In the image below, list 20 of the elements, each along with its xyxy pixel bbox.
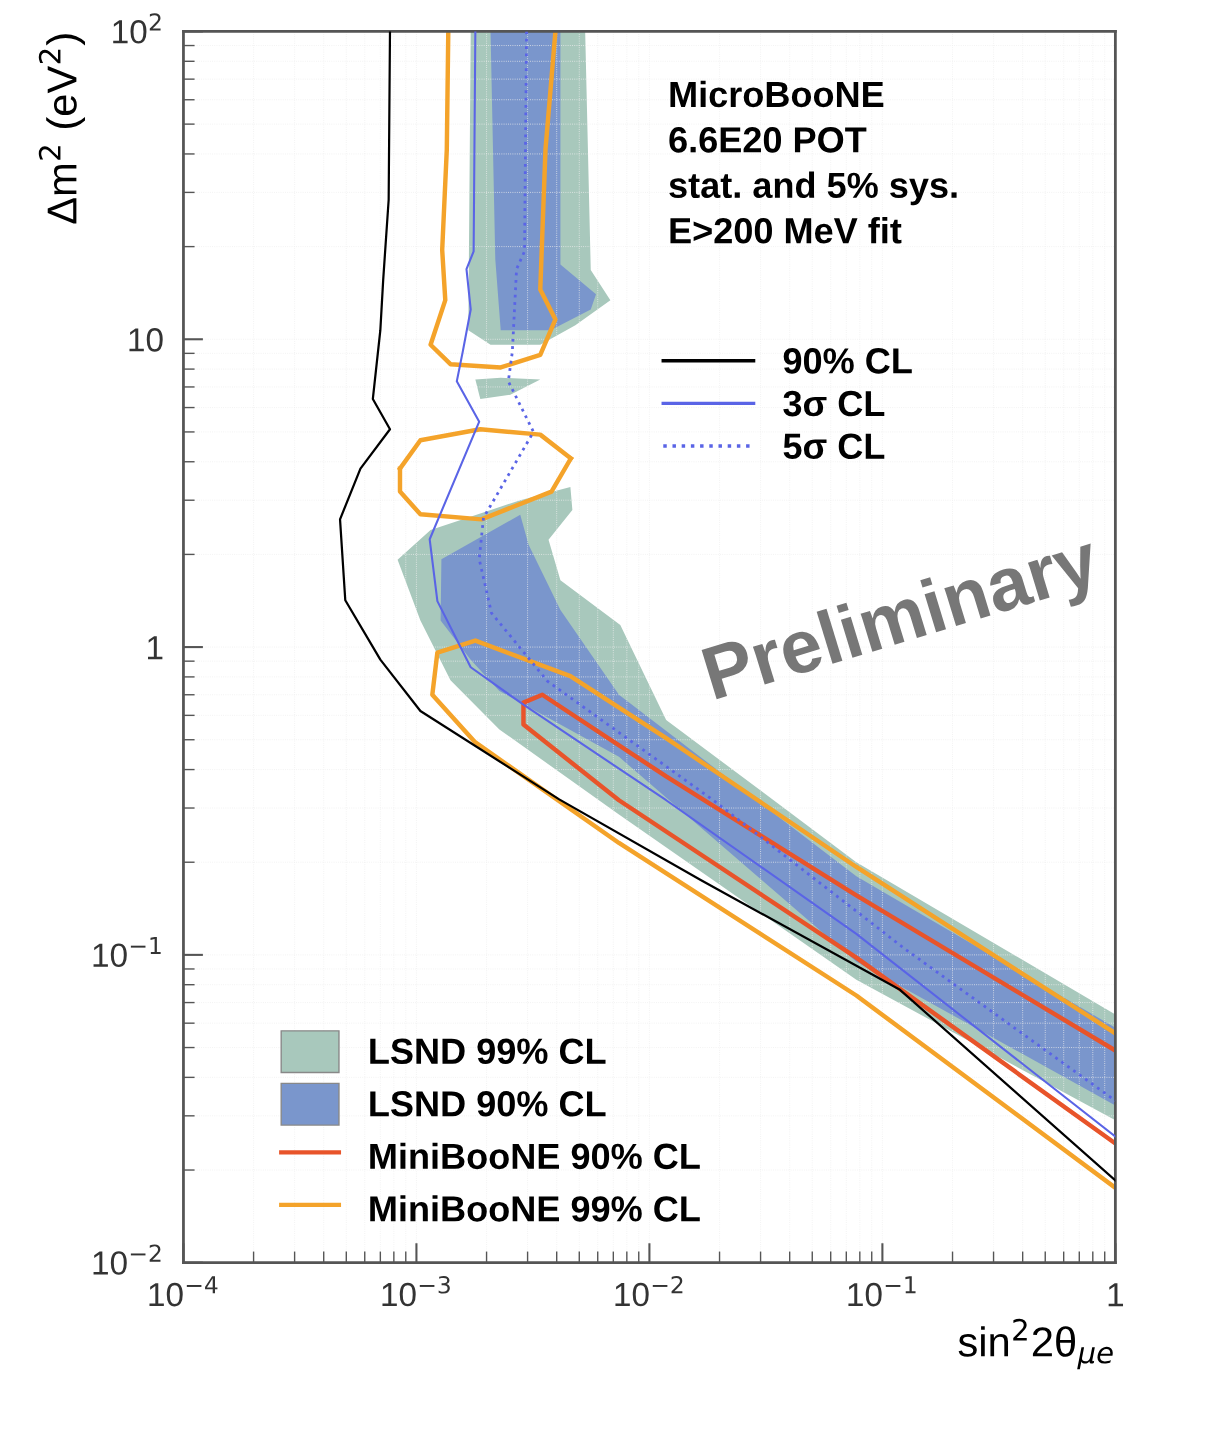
legend-label: MiniBooNE 90% CL: [370, 1142, 700, 1170]
legend-label: MiniBooNE 99% CL: [370, 1195, 700, 1222]
legend-label: 5σ CL: [783, 433, 885, 460]
y-tick-label: 10: [129, 328, 163, 352]
y-tick-label: 10$^{2}$: [113, 13, 161, 44]
legend-label: LSND 90% CL: [370, 1091, 606, 1117]
x-axis-title: sin$^{2}$2θ$_{μe}$: [958, 1318, 1113, 1370]
y-tick-label: 10$^{−1}$: [93, 936, 161, 968]
x-tick-label: 10$^{−4}$: [149, 1276, 218, 1307]
legend-label: LSND 99% CL: [370, 1038, 606, 1065]
legend-label: 3σ CL: [783, 390, 885, 417]
y-axis-title: Δm$^{2}$ (eV$^{2}$): [38, 34, 86, 224]
legend-label: 90% CL: [783, 348, 912, 374]
x-tick-label: 1: [1108, 1283, 1124, 1307]
x-tick-label: 10$^{−1}$: [848, 1276, 916, 1307]
annotation: MicroBooNE 6.6E20 POT stat. and 5% sys. E>200 MeV fit: [669, 80, 957, 244]
y-tick-label: 1: [148, 636, 163, 660]
x-tick-label: 10$^{−2}$: [615, 1275, 683, 1307]
x-tick-label: 10$^{−3}$: [382, 1275, 450, 1307]
y-tick-label: 10$^{−2}$: [93, 1244, 161, 1275]
